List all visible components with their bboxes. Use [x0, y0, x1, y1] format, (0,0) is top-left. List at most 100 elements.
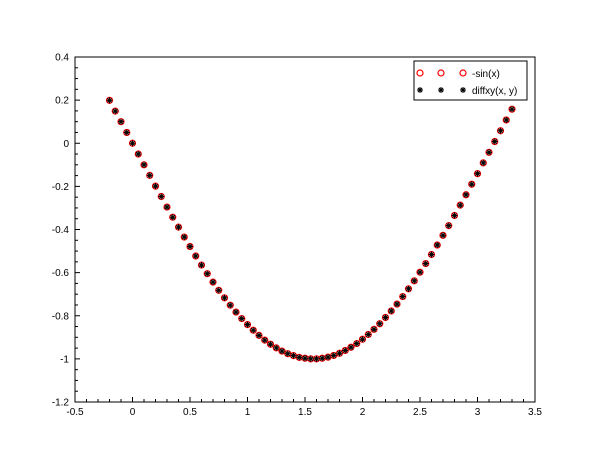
data-point-diffxy [503, 116, 510, 123]
data-point-diffxy [233, 309, 239, 316]
data-point-diffxy [141, 161, 147, 168]
data-point-diffxy [336, 350, 343, 357]
data-point-diffxy [169, 214, 176, 221]
data-point-diffxy [319, 355, 326, 362]
data-point-diffxy [463, 191, 469, 198]
data-point-diffxy [486, 149, 492, 156]
data-point-diffxy [388, 308, 395, 315]
x-tick-label: 1 [245, 407, 251, 418]
data-point-diffxy [215, 287, 222, 294]
data-point-diffxy [405, 285, 412, 292]
data-point-diffxy [342, 347, 349, 354]
x-tick-label: 3.5 [528, 407, 542, 418]
data-point-diffxy [129, 140, 136, 147]
data-point-diffxy [302, 355, 308, 362]
data-point-diffxy [480, 159, 487, 166]
data-point-diffxy [238, 315, 245, 322]
data-point-diffxy [330, 352, 337, 359]
data-point-diffxy [187, 243, 193, 250]
x-tick-label: 0 [130, 407, 136, 418]
data-point-diffxy [210, 279, 216, 286]
data-point-diffxy [198, 262, 205, 269]
x-tick-label: 1.5 [298, 407, 312, 418]
data-point-diffxy [106, 97, 113, 104]
legend-marker-sin [416, 69, 424, 77]
data-point-diffxy [353, 340, 360, 347]
data-point-diffxy [279, 348, 285, 355]
data-point-diffxy [440, 232, 446, 239]
data-point-diffxy [261, 337, 268, 344]
data-point-diffxy [394, 301, 400, 308]
data-point-diffxy [135, 151, 142, 158]
x-tick-label: 0.5 [183, 407, 197, 418]
data-point-diffxy [382, 314, 389, 321]
data-point-diffxy [158, 193, 165, 200]
data-point-diffxy [152, 183, 159, 190]
legend: -sin(x) diffxy(x, y) [413, 60, 528, 101]
axes: -0.5 0 0.5 1 1.5 2 2.5 3 3.5 0.4 0.2 0 -0.2 -0.4 -0.6 -… [52, 53, 543, 419]
x-tick-label: 2.5 [413, 407, 427, 418]
data-point-diffxy [250, 327, 257, 334]
data-point-diffxy [399, 293, 406, 300]
legend-marker-diffxy [417, 87, 423, 93]
y-tick-label: 0.4 [55, 53, 69, 64]
data-point-diffxy [451, 212, 458, 219]
data-point-diffxy [296, 354, 303, 361]
data-point-diffxy [325, 354, 331, 361]
y-tick-label: 0.2 [55, 96, 69, 107]
data-point-diffxy [365, 331, 372, 338]
legend-label-diffxy: diffxy(x, y) [472, 86, 517, 97]
x-tick-label: -0.5 [66, 407, 84, 418]
y-tick-label: -0.2 [52, 182, 70, 193]
data-point-diffxy [267, 341, 274, 348]
data-point-diffxy [146, 172, 153, 179]
data-point-diffxy [474, 170, 481, 177]
x-tick-label: 2 [360, 407, 366, 418]
data-marks [105, 96, 516, 363]
data-point-diffxy [445, 222, 452, 229]
data-point-diffxy [417, 269, 423, 276]
data-point-diffxy [221, 294, 228, 301]
y-tick-label: -0.4 [52, 225, 70, 236]
y-tick-label: -1.2 [52, 398, 70, 409]
legend-marker-sin [459, 69, 467, 77]
data-point-diffxy [376, 320, 383, 327]
y-tick-label: -0.6 [52, 268, 70, 279]
data-point-diffxy [181, 234, 188, 241]
data-point-diffxy [468, 181, 475, 188]
x-tick-label: 3 [475, 407, 481, 418]
data-point-diffxy [371, 326, 377, 333]
data-point-diffxy [118, 118, 124, 125]
data-point-diffxy [434, 242, 441, 249]
data-point-diffxy [204, 270, 211, 277]
legend-label-sin: -sin(x) [472, 69, 500, 80]
data-point-diffxy [348, 344, 354, 351]
y-tick-label: 0 [63, 139, 69, 150]
data-point-diffxy [227, 302, 234, 309]
data-point-diffxy [313, 355, 320, 362]
legend-marker-sin [437, 69, 445, 77]
data-point-diffxy [112, 108, 119, 115]
legend-marker-diffxy [460, 87, 466, 93]
data-point-diffxy [192, 253, 199, 260]
legend-box [413, 60, 528, 101]
data-point-diffxy [273, 344, 280, 351]
data-point-diffxy [428, 251, 435, 258]
data-point-diffxy [491, 138, 498, 145]
data-point-diffxy [497, 127, 504, 134]
data-point-diffxy [307, 355, 314, 362]
data-point-diffxy [164, 204, 170, 211]
data-point-diffxy [256, 332, 262, 339]
data-point-diffxy [175, 224, 182, 231]
data-point-diffxy [284, 350, 291, 357]
data-point-diffxy [411, 277, 418, 284]
data-point-diffxy [244, 321, 251, 328]
data-point-diffxy [123, 129, 130, 136]
y-tick-label: -1 [60, 354, 69, 365]
legend-marker-diffxy [438, 87, 444, 93]
data-point-diffxy [422, 260, 429, 267]
plot-frame [74, 56, 536, 403]
data-point-diffxy [457, 202, 464, 209]
